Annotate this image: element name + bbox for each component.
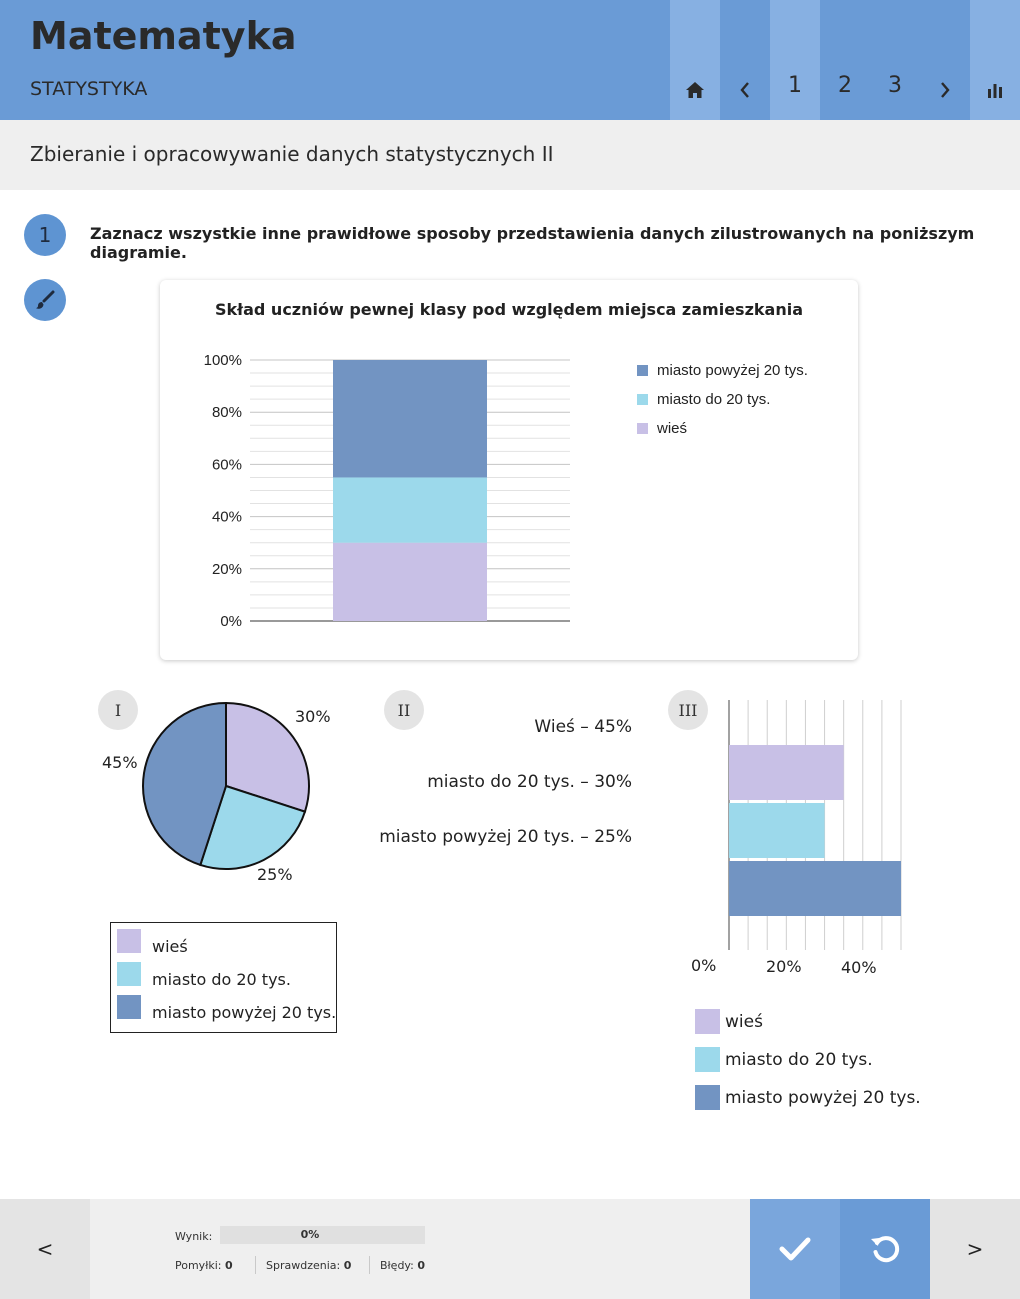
- score-value: 0%: [300, 1228, 320, 1241]
- legend-item: wieś: [695, 1009, 763, 1034]
- next-page-button[interactable]: [920, 0, 970, 120]
- footer-bar: < Wynik: 0% Pomyłki: 0 Sprawdzenia: 0 Bł…: [0, 1199, 1020, 1299]
- legend-swatch-wies: [117, 929, 141, 953]
- chevron-right-icon: [941, 82, 950, 98]
- legend-label: miasto powyżej 20 tys.: [657, 362, 808, 379]
- pie-slice: [199, 784, 307, 870]
- legend-swatch-wies: [695, 1009, 720, 1034]
- home-icon: [686, 82, 704, 98]
- y-tick-label: 20%: [212, 561, 242, 578]
- legend-swatch-miasto-powyzej: [695, 1085, 720, 1110]
- bar-segment: [333, 360, 487, 478]
- option-iii-bar-chart[interactable]: [720, 698, 920, 954]
- legend-label: miasto powyżej 20 tys.: [725, 1087, 921, 1108]
- legend-swatch: [637, 394, 648, 405]
- check-answer-button[interactable]: [750, 1199, 840, 1299]
- legend-swatch-miasto-powyzej: [117, 995, 141, 1019]
- chevron-left-icon: [740, 82, 749, 98]
- legend-item: wieś: [117, 929, 188, 956]
- x-tick-label: 40%: [841, 958, 877, 977]
- lesson-title: Zbieranie i opracowywanie danych statyst…: [30, 142, 554, 166]
- lesson-bar: Zbieranie i opracowywanie danych statyst…: [0, 120, 1020, 190]
- page-button-1[interactable]: 1: [770, 0, 820, 120]
- legend-label: wieś: [725, 1011, 763, 1032]
- legend-swatch-miasto-do: [695, 1047, 720, 1072]
- question-text: Zaznacz wszystkie inne prawidłowe sposob…: [90, 224, 975, 262]
- option-i-pie-chart[interactable]: [140, 700, 312, 872]
- y-tick-label: 100%: [204, 352, 242, 369]
- x-tick-label: 20%: [766, 957, 802, 976]
- legend-swatch: [637, 365, 648, 376]
- checks-value: 0: [343, 1259, 352, 1272]
- prev-exercise-button[interactable]: <: [0, 1199, 90, 1299]
- y-tick-label: 40%: [212, 509, 242, 526]
- stacked-bar-chart: 0% 20% 40% 60% 80% 100% miasto powyżej 20 tys.…: [204, 352, 808, 630]
- legend-label: wieś: [152, 936, 188, 956]
- legend-label: wieś: [656, 420, 687, 437]
- y-tick-label: 80%: [212, 404, 242, 421]
- option-i-badge[interactable]: I: [98, 690, 138, 730]
- legend-item: miasto do 20 tys.: [117, 962, 291, 989]
- pie-label-miasto-powyzej: 45%: [102, 753, 138, 772]
- divider: [369, 1256, 370, 1274]
- question-number-badge: 1: [24, 214, 66, 256]
- checks-label: Sprawdzenia:: [266, 1259, 341, 1272]
- page-button-3[interactable]: 3: [888, 73, 902, 98]
- legend-label: miasto do 20 tys.: [152, 969, 291, 989]
- stats-button[interactable]: [970, 0, 1020, 120]
- score-label: Wynik:: [175, 1230, 213, 1243]
- app-subtitle: STATYSTYKA: [30, 78, 148, 100]
- pie-label-wies: 30%: [295, 707, 331, 726]
- app-header: Matematyka STATYSTYKA 1 2 3: [0, 0, 1020, 120]
- prev-page-button[interactable]: [720, 0, 770, 120]
- legend-item: miasto powyżej 20 tys.: [695, 1085, 921, 1110]
- reset-button[interactable]: [840, 1199, 930, 1299]
- hbar: [729, 803, 825, 858]
- option-ii-line: Wieś – 45%: [534, 717, 632, 737]
- pie-slice: [225, 701, 310, 813]
- errors-value: 0: [417, 1259, 425, 1272]
- option-ii-badge[interactable]: II: [384, 690, 424, 730]
- errors-stat: Błędy: 0: [380, 1259, 425, 1272]
- legend-label: miasto powyżej 20 tys.: [152, 1002, 337, 1022]
- option-i-legend: wieś miasto do 20 tys. miasto powyżej 20…: [110, 922, 337, 1033]
- score-progress-bar: 0%: [220, 1226, 425, 1244]
- mistakes-stat: Pomyłki: 0: [175, 1259, 233, 1272]
- y-tick-label: 0%: [220, 613, 242, 630]
- chart-title: Skład uczniów pewnej klasy pod względem …: [215, 300, 803, 319]
- legend-item: miasto powyżej 20 tys.: [117, 995, 337, 1022]
- legend-label: miasto do 20 tys.: [657, 391, 770, 408]
- legend-label: miasto do 20 tys.: [725, 1049, 873, 1070]
- next-exercise-button[interactable]: >: [930, 1199, 1020, 1299]
- bar-segment: [333, 477, 487, 543]
- main-chart-card: Skład uczniów pewnej klasy pod względem …: [160, 280, 858, 660]
- checkmark-icon: [779, 1237, 811, 1261]
- mistakes-label: Pomyłki:: [175, 1259, 222, 1272]
- errors-label: Błędy:: [380, 1259, 414, 1272]
- mistakes-value: 0: [224, 1259, 233, 1272]
- drawing-tool-button[interactable]: [24, 279, 66, 321]
- brush-icon: [36, 290, 55, 309]
- home-button[interactable]: [670, 0, 720, 120]
- legend-item: miasto do 20 tys.: [695, 1047, 873, 1072]
- legend-swatch-miasto-do: [117, 962, 141, 986]
- pie-slice: [142, 701, 227, 867]
- y-tick-label: 60%: [212, 456, 242, 473]
- bar-chart-icon: [988, 84, 1002, 98]
- divider: [255, 1256, 256, 1274]
- legend-swatch: [637, 423, 648, 434]
- option-iii-badge[interactable]: III: [668, 690, 708, 730]
- page-button-2[interactable]: 2: [838, 73, 852, 98]
- hbar: [729, 745, 844, 800]
- option-ii-line: miasto do 20 tys. – 30%: [427, 772, 632, 792]
- pie-label-miasto-do: 25%: [257, 865, 293, 884]
- option-ii-line: miasto powyżej 20 tys. – 25%: [379, 827, 632, 847]
- x-tick-label: 0%: [691, 956, 717, 975]
- bar-segment: [333, 542, 487, 621]
- reset-icon: [871, 1236, 900, 1263]
- hbar: [729, 861, 901, 916]
- checks-stat: Sprawdzenia: 0: [266, 1259, 351, 1272]
- app-title: Matematyka: [30, 14, 297, 58]
